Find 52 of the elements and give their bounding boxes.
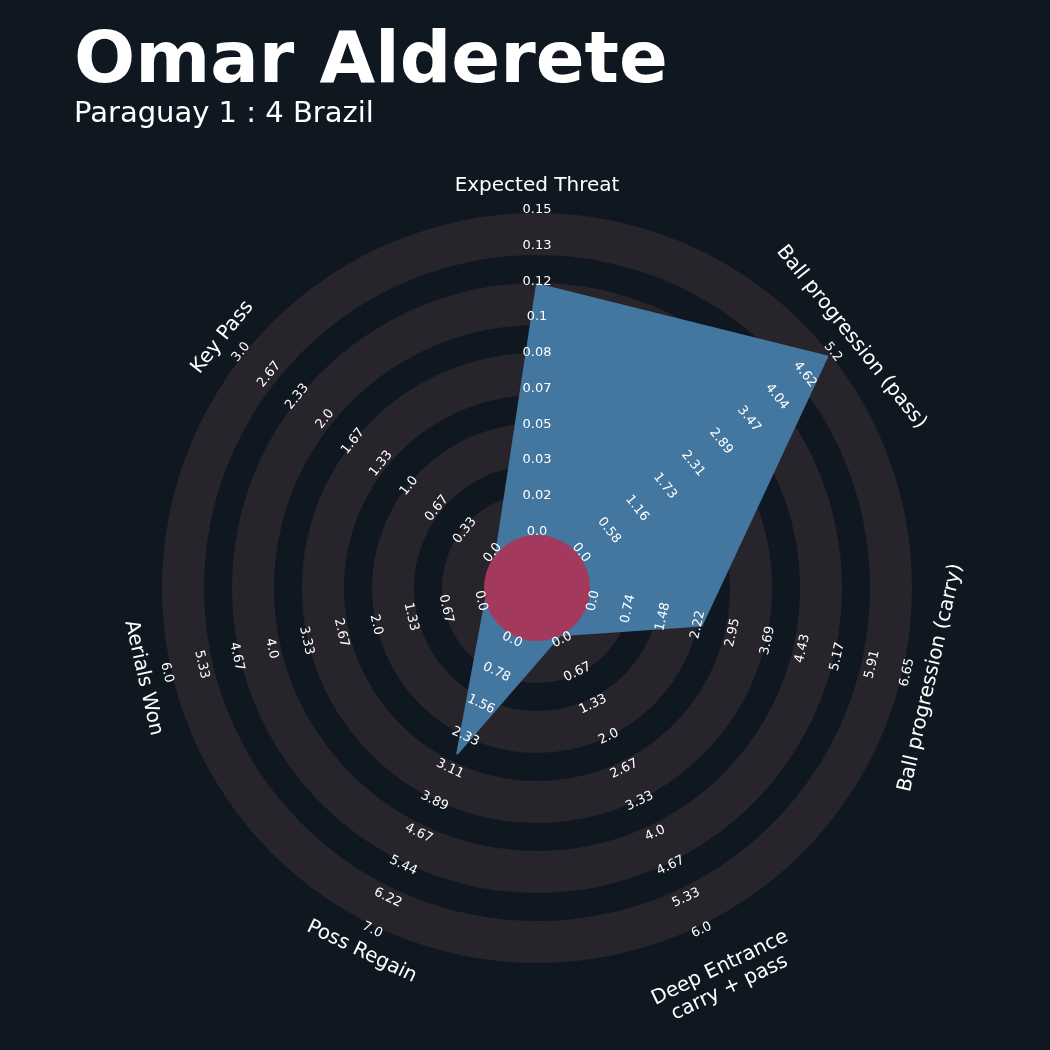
text: 4.0 [642,821,668,844]
text: 0.0 [526,523,548,538]
text: 3.69 [755,624,778,657]
text: 0.74 [616,592,638,625]
text: 6.22 [372,883,405,910]
text: 0.0 [569,539,595,565]
text: 2.22 [686,608,708,641]
text: 1.33 [401,600,423,633]
text: 0.0 [472,588,492,613]
text: 6.0 [158,660,178,684]
text: 0.0 [499,627,526,651]
text: 3.33 [296,624,319,657]
text: 1.33 [576,690,609,717]
text: 0.67 [560,658,594,685]
text: 0.02 [522,487,552,503]
text: 0.13 [522,236,552,252]
text: 0.0 [548,627,575,651]
text: 0.67 [436,592,458,625]
text: 4.0 [263,636,283,661]
text: 5.33 [192,648,214,681]
text: 3.0 [227,338,253,365]
text: 1.0 [395,472,421,498]
text: 1.56 [465,690,498,717]
text: 4.67 [403,819,436,846]
text: 3.33 [622,787,656,814]
text: 2.0 [311,405,337,432]
text: 4.67 [653,851,687,878]
text: 3.11 [434,754,467,781]
text: 0.0 [479,539,505,565]
spoke-label: Expected Threat [454,172,620,196]
text: 2.67 [331,616,353,649]
text: 0.15 [522,201,552,216]
text: 3.89 [418,787,452,814]
text: 2.95 [721,616,743,649]
text: 0.05 [522,415,552,431]
text: 0.0 [582,588,602,613]
text: 0.78 [480,658,514,685]
text: 2.67 [607,754,640,781]
text: 0.12 [522,272,552,288]
text: 5.17 [825,640,847,673]
text: 5.44 [387,851,421,878]
text: 0.07 [522,379,552,395]
text: 4.43 [790,632,812,665]
text: 5.33 [669,883,702,910]
text: 1.48 [651,600,673,633]
text: 4.67 [227,640,249,673]
text: 2.0 [595,724,621,747]
text: 7.0 [360,917,386,941]
text: 2.0 [367,612,387,637]
text: 0.03 [522,451,552,467]
text: 2.33 [449,722,483,749]
text: 5.91 [860,648,882,681]
